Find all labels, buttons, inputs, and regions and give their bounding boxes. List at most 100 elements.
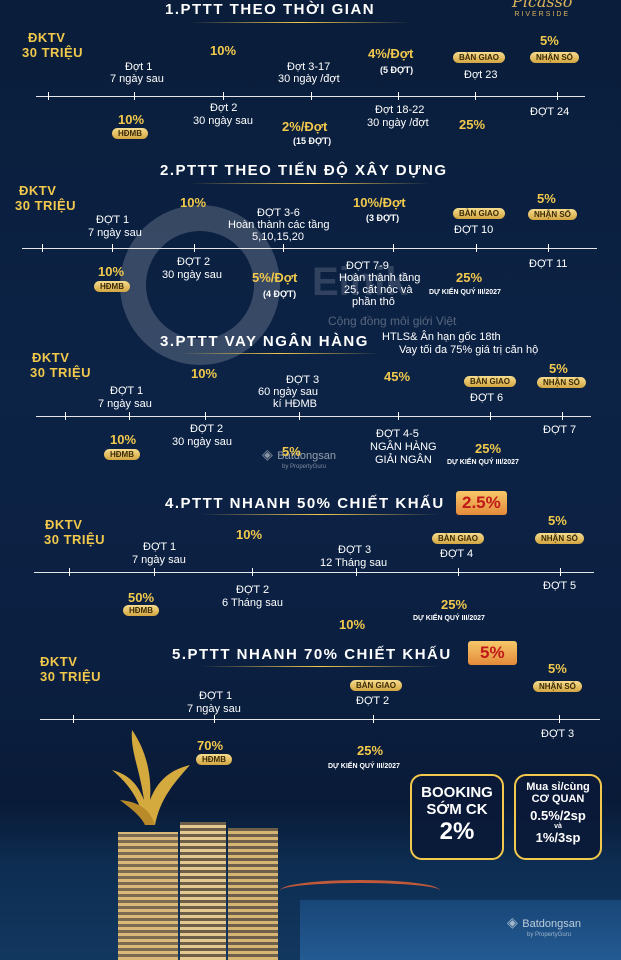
- s1-tick: [134, 92, 135, 100]
- batdongsan-icon: ◈: [262, 446, 273, 462]
- s3-dot2: ĐỢT 2: [190, 423, 224, 435]
- s1-ban-giao-tag: BÀN GIAO: [453, 52, 505, 63]
- s1-4pct: 4%/Đợt: [368, 46, 414, 61]
- batdongsan-icon: ◈: [507, 914, 518, 930]
- s5-timeline: [40, 719, 600, 720]
- s3-dktv: ĐKTV: [32, 350, 70, 365]
- section-3-underline: [180, 353, 380, 354]
- s4-dktv-value: 30 TRIỆU: [44, 532, 106, 547]
- section-4-underline: [200, 514, 440, 515]
- s3-tick: [398, 412, 399, 420]
- s4-tick: [154, 568, 155, 576]
- s2-tick: [283, 244, 284, 252]
- s1-hdmb-tag: HĐMB: [112, 128, 148, 139]
- s5-tick: [373, 715, 374, 723]
- s1-25pct: 25%: [459, 117, 486, 132]
- s3-hdmb-pct: 10%: [110, 432, 137, 447]
- s1-nhan-so-tag: NHẬN SỔ: [530, 52, 579, 63]
- s3-dot2-sub: 30 ngày sau: [172, 436, 232, 448]
- s4-dot2: ĐỢT 2: [236, 584, 270, 596]
- s3-tick: [299, 412, 300, 420]
- s4-hdmb-tag: HĐMB: [123, 605, 159, 616]
- s3-45pct: 45%: [384, 369, 411, 384]
- brand-logo: Picasso RIVERSIDE: [512, 0, 573, 18]
- s1-dot1-sub: 7 ngày sau: [110, 73, 164, 85]
- s2-10pct: 10%: [180, 195, 207, 210]
- s1-10pct: 10%: [210, 43, 237, 58]
- s2-tick: [194, 244, 195, 252]
- s3-dot45: ĐỢT 4-5: [376, 428, 419, 440]
- s5-25pct: 25%: [357, 743, 384, 758]
- s1-tick: [223, 92, 224, 100]
- s1-dot24: ĐỢT 24: [530, 106, 570, 118]
- s5-discount-badge: 5%: [468, 641, 517, 665]
- section-2-title: 2.PTTT THEO TIẾN ĐỘ XÂY DỰNG: [160, 162, 448, 179]
- s1-dot1822-sub: 30 ngày /đợt: [367, 117, 429, 129]
- s4-10pct-dot3: 10%: [339, 617, 366, 632]
- section-1-title: 1.PTTT THEO THỜI GIAN: [165, 1, 376, 18]
- s1-2pct: 2%/Đợt: [282, 119, 328, 134]
- s3-tick: [65, 412, 66, 420]
- bridge: [280, 880, 440, 901]
- s4-ban-giao-tag: BÀN GIAO: [432, 533, 484, 544]
- s3-dot3-sub2: kí HĐMB: [273, 398, 317, 410]
- s4-tick: [560, 568, 561, 576]
- s2-dot11: ĐỢT 11: [529, 258, 568, 270]
- section-5-title: 5.PTTT NHANH 70% CHIẾT KHẤU: [172, 646, 452, 663]
- s3-dot3: ĐỢT 3: [286, 374, 320, 386]
- s2-dot36-sub2: 5,10,15,20: [252, 231, 304, 243]
- section-5-underline: [200, 666, 440, 667]
- s2-timeline: [22, 248, 597, 249]
- s3-htls: HTLS& Ân hạn gốc 18th: [382, 331, 501, 343]
- s4-tick: [252, 568, 253, 576]
- s3-ban-giao-tag: BÀN GIAO: [464, 376, 516, 387]
- s1-tick: [557, 92, 558, 100]
- s4-nhan-so-tag: NHẬN SỔ: [535, 533, 584, 544]
- s1-dot2: Đợt 2: [210, 102, 238, 114]
- s2-dot36: ĐỢT 3-6: [257, 207, 300, 219]
- s4-du-kien: DỰ KIẾN QUÝ III/2027: [413, 615, 485, 622]
- s5-dot1-sub: 7 ngày sau: [187, 703, 241, 715]
- section-1-underline: [190, 22, 410, 23]
- section-2-underline: [190, 183, 430, 184]
- s4-dot5: ĐỢT 5: [543, 580, 577, 592]
- s5-hdmb-tag: HĐMB: [196, 754, 232, 765]
- s2-dot1: ĐỢT 1: [96, 214, 130, 226]
- s3-5pct-dot3: 5%: [282, 444, 301, 459]
- s4-dot3: ĐỢT 3: [338, 544, 372, 556]
- building-tower-right: [228, 828, 278, 960]
- s2-dktv-value: 30 TRIỆU: [15, 198, 77, 213]
- s1-dot1822: Đợt 18-22: [375, 104, 425, 116]
- s3-tick: [205, 412, 206, 420]
- s3-25pct: 25%: [475, 441, 502, 456]
- s1-4pct-sub: (5 ĐỢT): [380, 65, 414, 75]
- s1-2pct-sub: (15 ĐỢT): [293, 136, 332, 146]
- s2-tick: [548, 244, 549, 252]
- s3-timeline: [36, 416, 591, 417]
- s2-ban-giao-tag: BÀN GIAO: [453, 208, 505, 219]
- s3-vay: Vay tối đa 75% giá trị căn hộ: [399, 344, 539, 356]
- s2-25pct: 25%: [456, 270, 483, 285]
- s4-tick: [69, 568, 70, 576]
- s3-tick: [129, 412, 130, 420]
- s5-dot2: ĐỢT 2: [356, 695, 390, 707]
- s1-dot23: Đợt 23: [464, 69, 498, 81]
- s2-dot79-sub: Hoàn thành tầng: [339, 272, 421, 284]
- s4-dktv: ĐKTV: [45, 517, 83, 532]
- s1-dktv: ĐKTV: [28, 30, 66, 45]
- s2-5pct: 5%: [537, 191, 556, 206]
- s2-tick: [393, 244, 394, 252]
- s4-25pct: 25%: [441, 597, 468, 612]
- s2-dot10: ĐỢT 10: [454, 224, 494, 236]
- s4-tick: [458, 568, 459, 576]
- s2-du-kien: DỰ KIẾN QUÝ III/2027: [429, 289, 501, 296]
- s2-5pct-dot: 5%/Đợt: [252, 270, 298, 285]
- s3-du-kien: DỰ KIẾN QUÝ III/2027: [447, 459, 519, 466]
- s2-hdmb-tag: HĐMB: [94, 281, 130, 292]
- s3-dot1: ĐỢT 1: [110, 385, 144, 397]
- s3-5pct: 5%: [549, 361, 568, 376]
- s2-dktv: ĐKTV: [19, 183, 57, 198]
- s2-tick: [476, 244, 477, 252]
- section-3-title: 3.PTTT VAY NGÂN HÀNG: [160, 333, 369, 350]
- s5-dot1: ĐỢT 1: [199, 690, 233, 702]
